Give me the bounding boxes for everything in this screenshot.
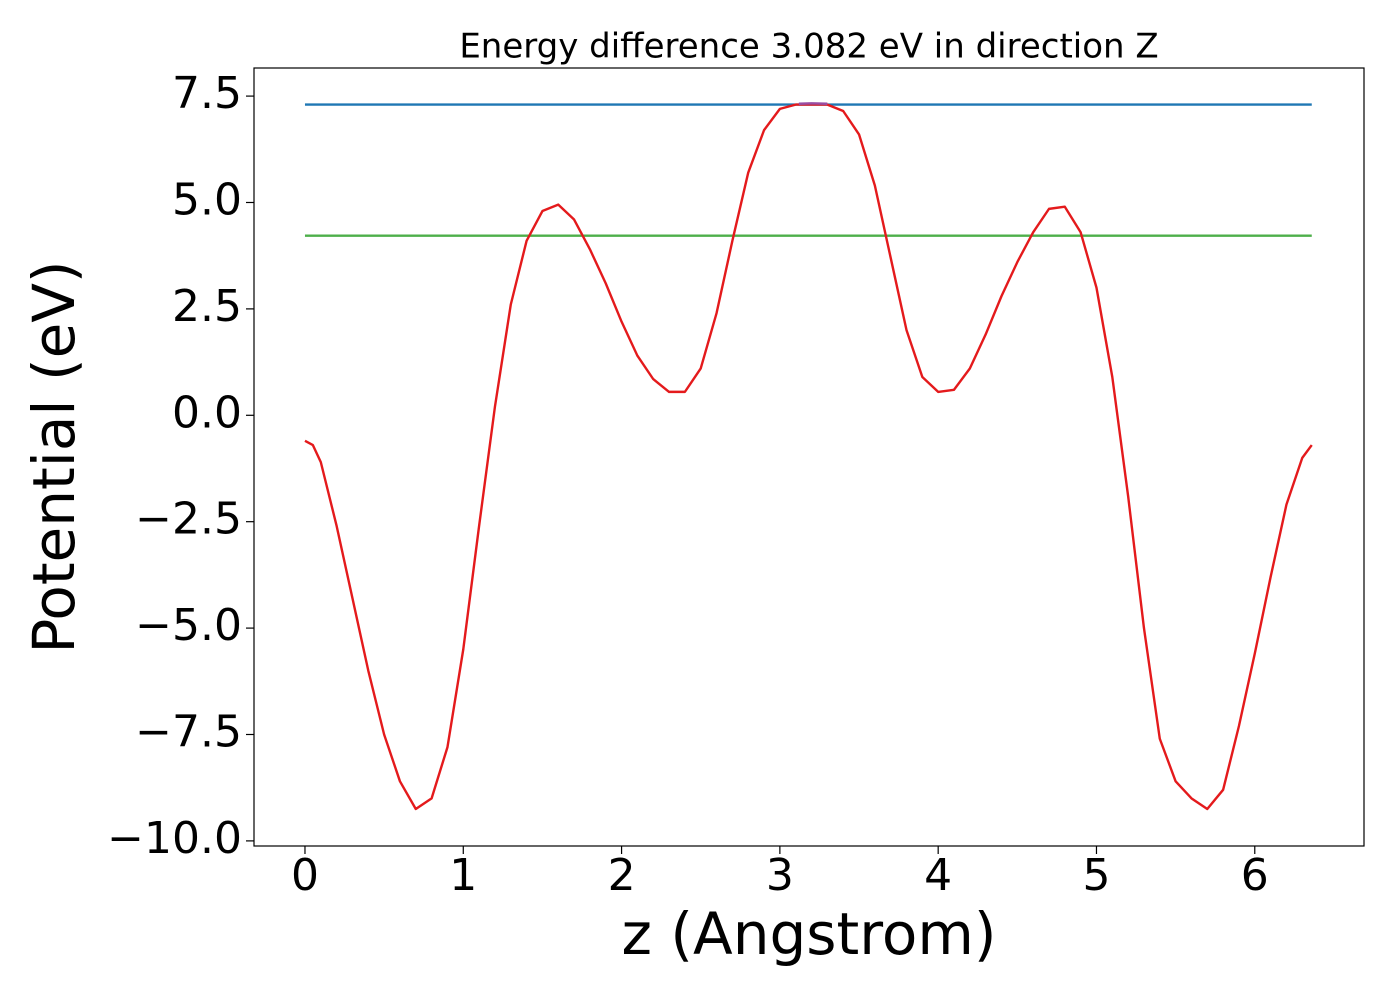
x-tick-label: 4 — [924, 850, 952, 901]
y-tick-label: 2.5 — [172, 281, 242, 332]
y-tick-label: −7.5 — [135, 706, 242, 757]
y-tick-label: −5.0 — [135, 600, 242, 651]
y-tick-label: 7.5 — [172, 68, 242, 119]
y-tick-label: −10.0 — [107, 813, 242, 864]
x-tick-label: 2 — [608, 850, 636, 901]
line-series — [304, 103, 1313, 811]
chart-title: Energy difference 3.082 eV in direction … — [459, 27, 1158, 67]
plot-area — [304, 102, 1313, 811]
y-axis-label: Potential (eV) — [20, 260, 88, 653]
x-tick-label: 1 — [449, 850, 477, 901]
x-tick-label: 6 — [1241, 850, 1269, 901]
x-tick-label: 0 — [291, 850, 319, 901]
x-tick-label: 5 — [1082, 850, 1110, 901]
axes-frame — [253, 67, 1365, 847]
x-axis-label: z (Angstrom) — [622, 900, 997, 968]
y-tick-label: 0.0 — [172, 387, 242, 438]
x-tick-label: 3 — [766, 850, 794, 901]
y-tick-label: −2.5 — [135, 494, 242, 545]
y-tick-label: 5.0 — [172, 174, 242, 225]
